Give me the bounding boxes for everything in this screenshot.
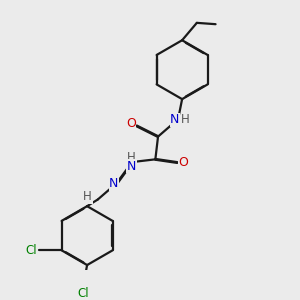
Text: H: H <box>181 113 190 126</box>
Text: N: N <box>127 160 136 172</box>
Text: N: N <box>109 177 119 190</box>
Text: O: O <box>126 117 136 130</box>
Text: Cl: Cl <box>77 287 89 300</box>
Text: N: N <box>170 113 180 126</box>
Text: H: H <box>83 190 92 203</box>
Text: O: O <box>178 156 188 169</box>
Text: Cl: Cl <box>25 244 37 257</box>
Text: H: H <box>127 151 136 164</box>
